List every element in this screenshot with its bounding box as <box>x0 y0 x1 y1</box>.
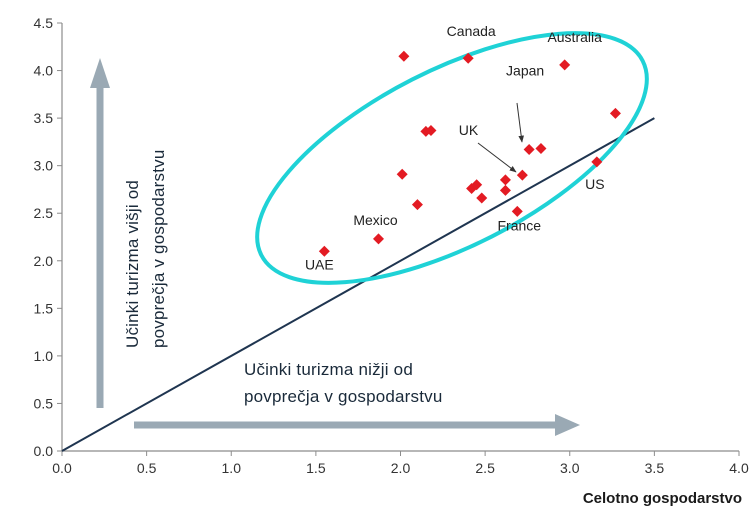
data-point <box>471 179 483 191</box>
y-tick-label: 0.0 <box>34 443 54 459</box>
uk-pointer <box>477 142 517 173</box>
y-tick-label: 4.5 <box>34 15 54 31</box>
highlight-ellipse-group <box>255 31 649 285</box>
upper-region-annotation: Učinki turizma višji od povprečja v gosp… <box>123 149 168 348</box>
reference-line <box>61 117 655 452</box>
upper-annotation-line-2: povprečja v gospodarstvu <box>149 149 168 348</box>
x-tick-label: 3.5 <box>645 460 665 476</box>
axes: 0.0 0.5 1.0 1.5 2.0 2.5 3.0 3.5 4.0 0.0 0.5 1.0 1.5 2… <box>34 15 749 476</box>
x-tick-label: 1.5 <box>306 460 326 476</box>
y-tick-label: 2.5 <box>34 205 54 221</box>
data-point <box>559 59 571 71</box>
y-tick-label: 2.0 <box>34 253 54 269</box>
data-point <box>511 205 523 217</box>
data-point <box>499 184 511 196</box>
y-tick-label: 1.5 <box>34 300 54 316</box>
point-label: UAE <box>305 256 334 272</box>
point-label: Japan <box>506 62 544 78</box>
japan-pointer <box>516 102 524 143</box>
y-tick-label: 3.0 <box>34 158 54 174</box>
data-point <box>535 143 547 155</box>
data-point <box>516 169 528 181</box>
point-label: Australia <box>547 29 602 45</box>
y-tick-label: 1.0 <box>34 348 54 364</box>
point-label: UK <box>459 122 479 138</box>
data-points <box>318 50 621 257</box>
point-labels: UAE Mexico Canada UK France Japan Australia US <box>305 23 605 272</box>
point-label: US <box>585 176 604 192</box>
x-tick-label: 1.0 <box>222 460 242 476</box>
data-point <box>462 52 474 64</box>
x-tick-label: 0.5 <box>137 460 157 476</box>
label-pointers <box>477 102 524 173</box>
data-point <box>523 143 535 155</box>
lower-annotation-line-2: povprečja v gospodarstvu <box>244 387 443 406</box>
data-point <box>476 192 488 204</box>
horizontal-arrow-head <box>555 414 580 436</box>
x-tick-label: 2.0 <box>391 460 411 476</box>
data-point <box>398 50 410 62</box>
y-tick-label: 4.0 <box>34 63 54 79</box>
x-tick-label: 4.0 <box>729 460 749 476</box>
x-axis-label: Celotno gospodarstvo <box>583 490 742 507</box>
x-tick-label: 2.5 <box>475 460 495 476</box>
data-point <box>425 124 437 136</box>
region-arrows <box>90 58 580 436</box>
point-label: France <box>497 217 541 233</box>
data-point <box>396 168 408 180</box>
point-label: Canada <box>447 23 496 39</box>
highlight-ellipse <box>255 31 649 285</box>
point-label: Mexico <box>353 212 398 228</box>
data-point <box>499 174 511 186</box>
data-point <box>411 199 423 211</box>
upper-annotation-line-1: Učinki turizma višji od <box>123 180 142 348</box>
lower-region-annotation: Učinki turizma nižji od povprečja v gosp… <box>244 360 443 406</box>
y-tick-label: 0.5 <box>34 395 54 411</box>
data-point <box>591 156 603 168</box>
y-tick-label: 3.5 <box>34 110 54 126</box>
x-tick-label: 0.0 <box>52 460 72 476</box>
vertical-arrow-head <box>90 58 110 88</box>
data-point <box>318 245 330 257</box>
lower-annotation-line-1: Učinki turizma nižji od <box>244 360 413 379</box>
x-tick-label: 3.0 <box>560 460 580 476</box>
data-point <box>372 233 384 245</box>
data-point <box>609 107 621 119</box>
reference-line-group <box>61 117 655 452</box>
